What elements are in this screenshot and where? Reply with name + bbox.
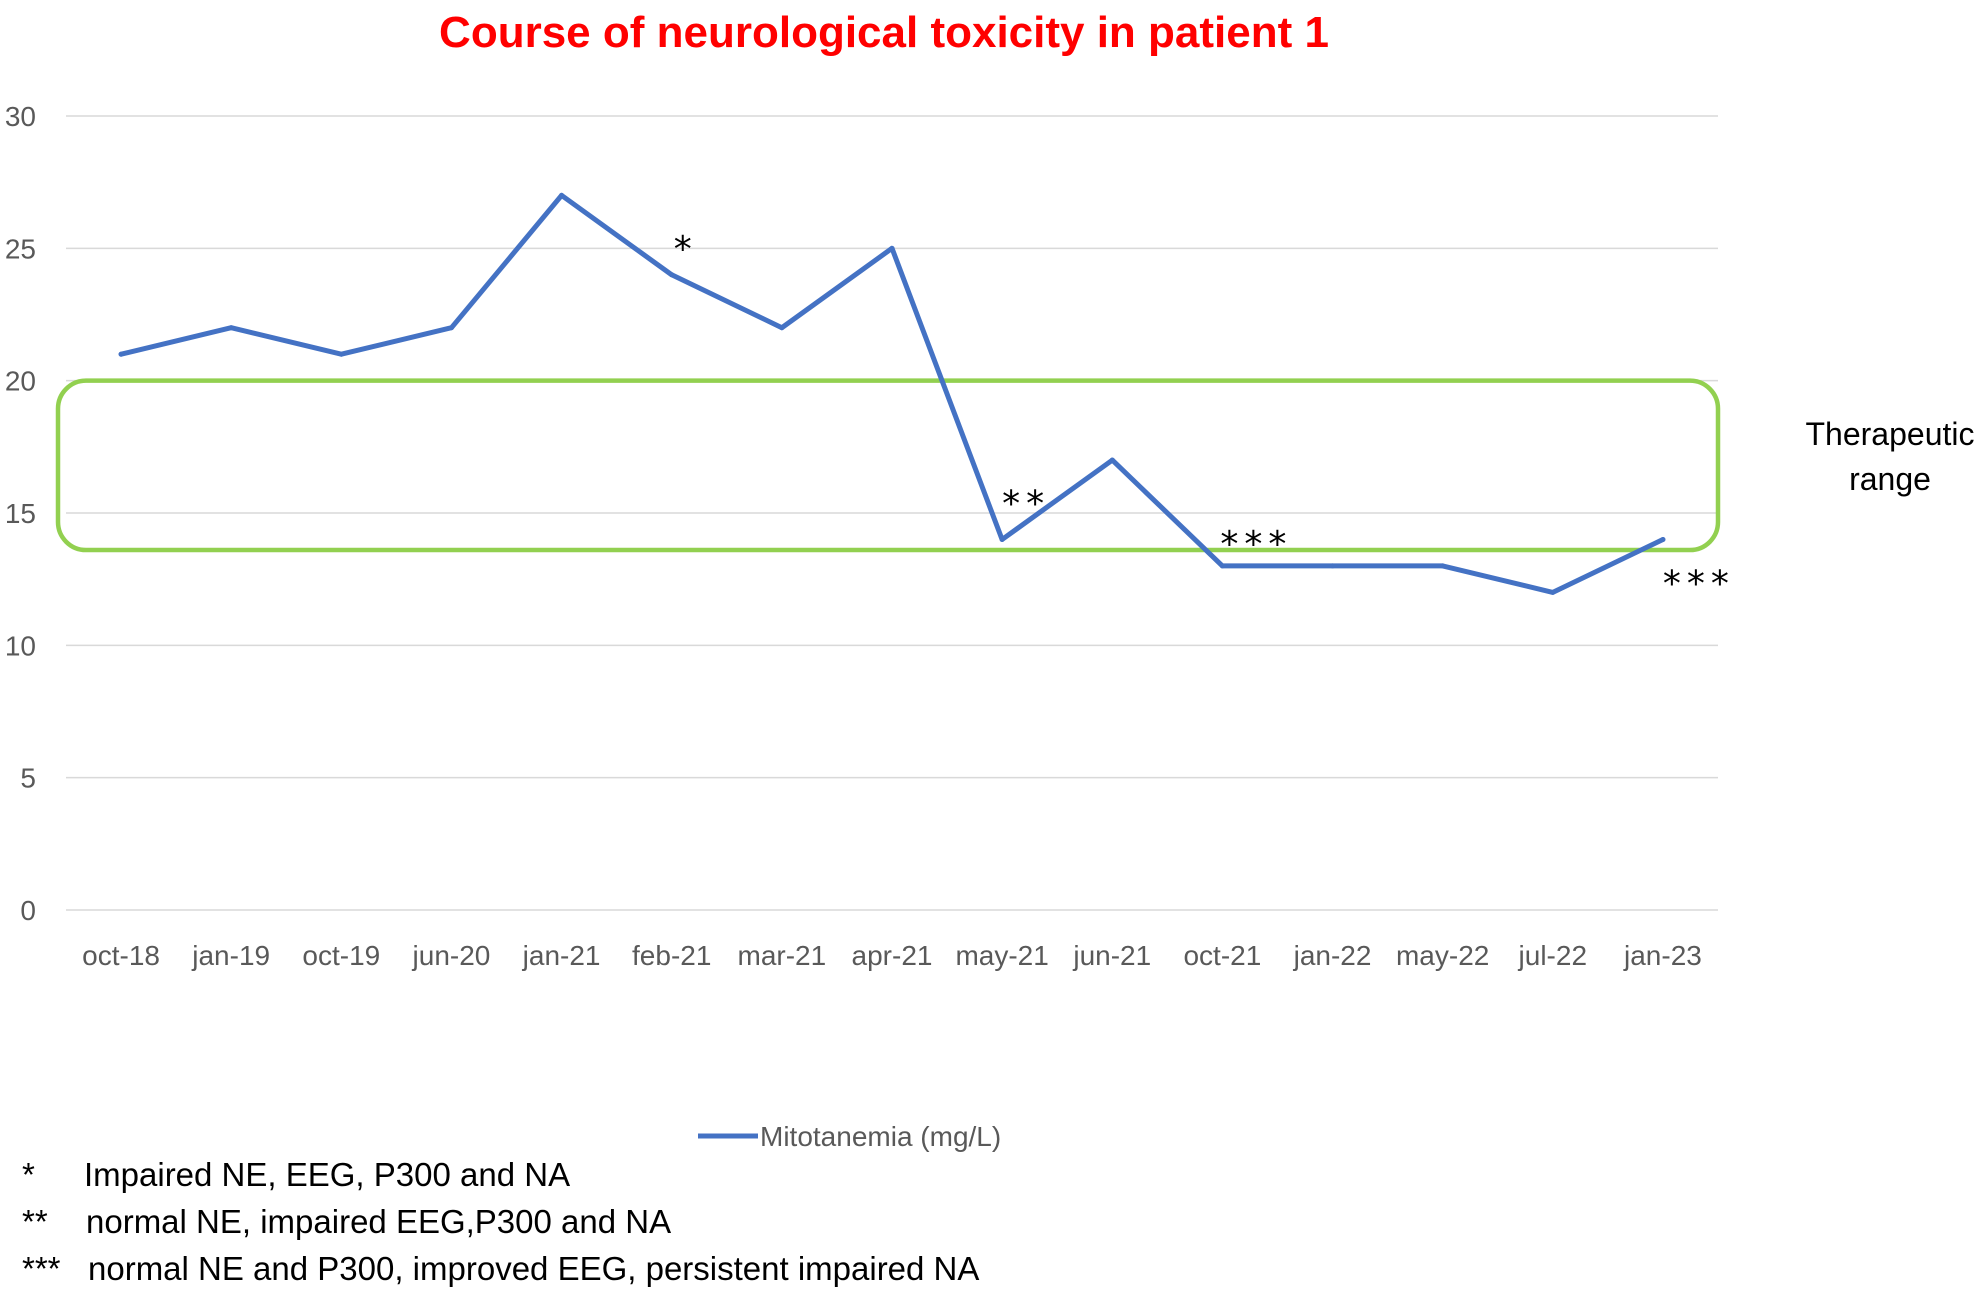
y-tick-label-3: 15	[5, 498, 36, 529]
x-axis-ticks: oct-18 jan-19 oct-19 jun-20 jan-21 feb-21 mar-…	[82, 940, 1702, 971]
x-tick-label-2: oct-19	[302, 940, 380, 971]
x-tick-label-6: mar-21	[738, 940, 827, 971]
y-tick-label-2: 10	[5, 630, 36, 661]
x-tick-label-8: may-21	[955, 940, 1048, 971]
chart-title: Course of neurological toxicity in patie…	[439, 8, 1329, 57]
y-tick-label-4: 20	[5, 366, 36, 397]
annotation-marker-1: **	[1002, 483, 1050, 524]
data-point-0-6	[779, 325, 785, 331]
data-point-0-2	[338, 351, 344, 357]
data-point-0-8	[999, 536, 1005, 542]
data-point-0-14	[1660, 536, 1666, 542]
data-point-0-10	[1219, 563, 1225, 569]
annotations: *********	[674, 229, 1735, 605]
data-point-0-1	[228, 325, 234, 331]
data-point-0-4	[559, 192, 565, 198]
y-tick-label-5: 25	[5, 233, 36, 264]
y-tick-label-0: 0	[20, 895, 36, 926]
x-tick-label-10: oct-21	[1183, 940, 1261, 971]
footnotes: * Impaired NE, EEG, P300 and NA ** norma…	[22, 1156, 979, 1287]
x-tick-label-9: jun-21	[1072, 940, 1151, 971]
y-axis-ticks: 0 5 10 15 20 25 30	[5, 101, 36, 926]
x-tick-label-0: oct-18	[82, 940, 160, 971]
x-tick-label-1: jan-19	[191, 940, 270, 971]
series-layer	[118, 192, 1666, 595]
therapeutic-range-label-line2: range	[1849, 461, 1931, 497]
x-tick-label-14: jan-23	[1623, 940, 1702, 971]
annotation-marker-0: *	[674, 229, 698, 270]
data-point-0-5	[669, 272, 675, 278]
x-tick-label-13: jul-22	[1518, 940, 1587, 971]
x-tick-label-7: apr-21	[852, 940, 933, 971]
annotation-marker-3: ***	[1663, 563, 1735, 604]
data-point-0-12	[1440, 563, 1446, 569]
data-point-0-11	[1330, 563, 1336, 569]
x-tick-label-11: jan-22	[1293, 940, 1372, 971]
legend-label: Mitotanemia (mg/L)	[760, 1121, 1001, 1152]
series-line-0	[118, 192, 1666, 595]
footnote-3-symbol: ***	[22, 1250, 61, 1287]
data-point-0-13	[1550, 589, 1556, 595]
data-point-0-0	[118, 351, 124, 357]
x-tick-label-5: feb-21	[632, 940, 711, 971]
y-tick-label-1: 5	[20, 763, 36, 794]
footnote-3-text: normal NE and P300, improved EEG, persis…	[88, 1250, 979, 1287]
footnote-1-text: Impaired NE, EEG, P300 and NA	[84, 1156, 570, 1193]
therapeutic-range-box	[55, 378, 1721, 553]
x-tick-label-4: jan-21	[522, 940, 601, 971]
x-tick-label-3: jun-20	[412, 940, 491, 971]
gridlines	[66, 115, 1718, 911]
footnote-2-symbol: **	[22, 1203, 48, 1240]
data-point-0-3	[448, 325, 454, 331]
annotation-marker-2: ***	[1220, 524, 1292, 565]
data-point-0-9	[1109, 457, 1115, 463]
therapeutic-range-label-line1: Therapeutic	[1806, 416, 1975, 452]
y-tick-label-6: 30	[5, 101, 36, 132]
legend: Mitotanemia (mg/L)	[698, 1121, 1001, 1152]
footnote-2-text: normal NE, impaired EEG,P300 and NA	[86, 1203, 671, 1240]
x-tick-label-12: may-22	[1396, 940, 1489, 971]
footnote-1-symbol: *	[22, 1156, 35, 1193]
data-point-0-7	[889, 245, 895, 251]
